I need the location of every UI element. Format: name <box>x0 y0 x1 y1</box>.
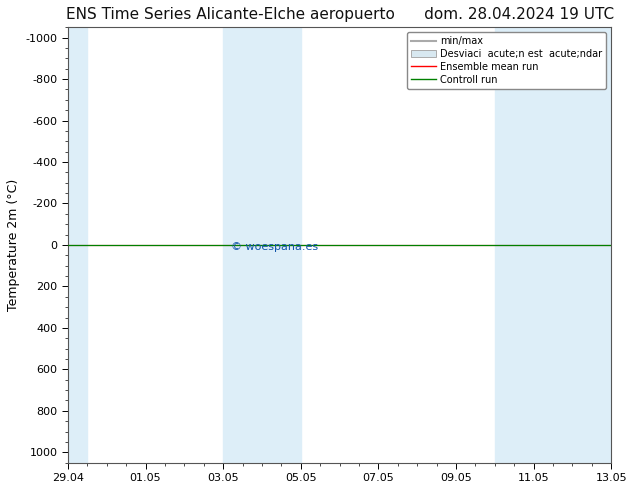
Bar <box>223 27 262 463</box>
Legend: min/max, Desviaci  acute;n est  acute;ndar, Ensemble mean run, Controll run: min/max, Desviaci acute;n est acute;ndar… <box>407 32 606 89</box>
Text: © woespana.es: © woespana.es <box>231 242 318 252</box>
Bar <box>68 27 87 463</box>
Bar <box>495 27 534 463</box>
Bar <box>262 27 301 463</box>
Title: ENS Time Series Alicante-Elche aeropuerto      dom. 28.04.2024 19 UTC: ENS Time Series Alicante-Elche aeropuert… <box>65 7 614 22</box>
Bar <box>534 27 611 463</box>
Y-axis label: Temperature 2m (°C): Temperature 2m (°C) <box>7 179 20 311</box>
